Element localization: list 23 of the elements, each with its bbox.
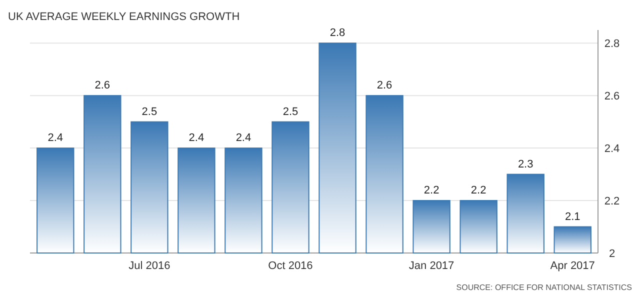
y-tick-label: 2.6 [604,90,620,103]
data-label: 2.8 [330,27,346,40]
source-note: SOURCE: OFFICE FOR NATIONAL STATISTICS [456,283,632,292]
data-label: 2.6 [376,80,392,92]
data-label: 2.3 [518,158,534,170]
chart-title: UK AVERAGE WEEKLY EARNINGS GROWTH [8,11,240,23]
x-tick-label: Jul 2016 [128,260,170,272]
x-tick-label: Jan 2017 [408,260,454,272]
y-tick-label: 2 [608,248,616,260]
data-label: 2.4 [48,132,64,144]
y-tick-label: 2.2 [604,196,620,208]
data-label: 2.5 [142,106,158,118]
x-tick-label: Oct 2016 [268,260,313,272]
data-label: 2.6 [94,80,110,92]
data-label: 2.4 [236,132,252,144]
x-tick-label: Apr 2017 [550,260,595,272]
data-label: 2.2 [424,184,440,197]
data-label: 2.1 [564,210,580,223]
y-tick-label: 2.8 [604,38,620,50]
y-tick-label: 2.4 [604,143,620,156]
data-label: 2.4 [188,132,204,144]
data-label: 2.2 [470,184,486,197]
data-label: 2.5 [282,106,298,118]
